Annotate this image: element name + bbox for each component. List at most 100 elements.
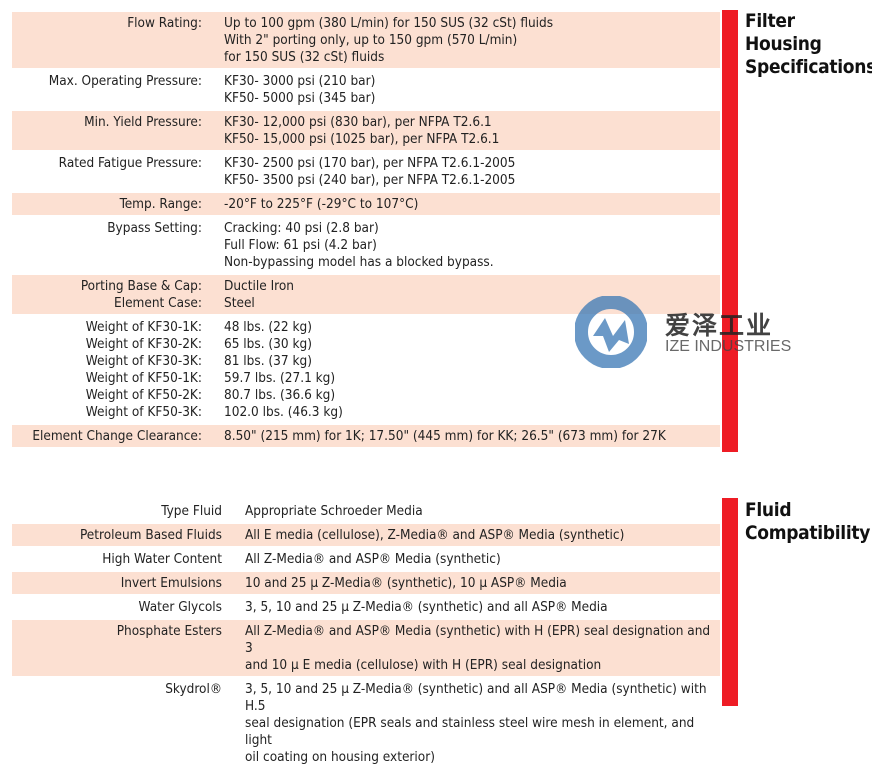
row-label: Temp. Range: [12,196,202,213]
row-value: Appropriate Schroeder Media [222,503,720,520]
row-value: All Z-Media® and ASP® Media (synthetic) … [222,623,720,674]
spec-row: Type Fluid Appropriate Schroeder Media [12,500,720,522]
spec-row: High Water Content All Z-Media® and ASP® … [12,548,720,570]
label-line: Weight of KF30-3K: [85,353,202,369]
row-value: 3, 5, 10 and 25 µ Z-Media® (synthetic) a… [222,599,720,616]
label-line: Temp. Range: [119,196,202,212]
row-value: -20°F to 225°F (-29°C to 107°C) [202,196,720,213]
value-line: seal designation (EPR seals and stainles… [245,715,695,748]
value-line: Up to 100 gpm (380 L/min) for 150 SUS (3… [224,15,554,31]
value-line: 8.50" (215 mm) for 1K; 17.50" (445 mm) f… [224,428,666,444]
watermark-en: IZE INDUSTRIES [665,338,792,355]
row-label: Max. Operating Pressure: [12,73,202,107]
label-line: Weight of KF50-1K: [85,370,202,386]
spec-row: Weight of KF30-1K: Weight of KF30-2K: Weig… [12,316,720,423]
spec-row: Min. Yield Pressure: KF30- 12,000 psi (83… [12,111,720,150]
title-line: Housing [745,33,822,55]
value-line: 65 lbs. (30 kg) [224,336,312,352]
spec-row: Flow Rating: Up to 100 gpm (380 L/min) fo… [12,12,720,68]
value-line: 81 lbs. (37 kg) [224,353,312,369]
row-value: 48 lbs. (22 kg) 65 lbs. (30 kg) 81 lbs. (3… [202,319,720,421]
label-line: Water Glycols [138,599,222,615]
spec-row: Temp. Range: -20°F to 225°F (-29°C to 107… [12,193,720,215]
value-line: Non-bypassing model has a blocked bypass… [224,254,494,270]
accent-bar [722,498,738,706]
label-line: Rated Fatigue Pressure: [58,155,202,171]
label-line: Element Case: [114,295,202,311]
row-value: 10 and 25 µ Z-Media® (synthetic), 10 µ A… [222,575,720,592]
title-line: Compatibility [745,522,871,544]
value-line: 48 lbs. (22 kg) [224,319,312,335]
value-line: KF30- 2500 psi (170 bar), per NFPA T2.6.… [224,155,516,171]
row-label: Phosphate Esters [12,623,222,674]
value-line: for 150 SUS (32 cSt) fluids [224,49,385,65]
label-line: Min. Yield Pressure: [84,114,202,130]
value-line: KF30- 12,000 psi (830 bar), per NFPA T2.… [224,114,492,130]
row-label: Porting Base & Cap: Element Case: [12,278,202,312]
fluid-compatibility-table: Type Fluid Appropriate Schroeder Media Pet… [12,500,720,770]
value-line: KF30- 3000 psi (210 bar) [224,73,376,89]
value-line: Full Flow: 61 psi (4.2 bar) [224,237,377,253]
accent-bar [722,10,738,452]
label-line: Invert Emulsions [120,575,222,591]
value-line: Cracking: 40 psi (2.8 bar) [224,220,379,236]
row-value: KF30- 2500 psi (170 bar), per NFPA T2.6.… [202,155,720,189]
value-line: With 2" porting only, up to 150 gpm (570… [224,32,518,48]
value-line: KF50- 15,000 psi (1025 bar), per NFPA T2… [224,131,500,147]
spec-row: Bypass Setting: Cracking: 40 psi (2.8 bar… [12,217,720,273]
spec-row: Phosphate Esters All Z-Media® and ASP® Me… [12,620,720,676]
value-line: All E media (cellulose), Z-Media® and AS… [245,527,625,543]
row-value: Up to 100 gpm (380 L/min) for 150 SUS (3… [202,15,720,66]
spec-row: Porting Base & Cap: Element Case: Ductile … [12,275,720,314]
filter-housing-spec-table: Flow Rating: Up to 100 gpm (380 L/min) fo… [12,12,720,449]
label-line: High Water Content [102,551,222,567]
row-value: 3, 5, 10 and 25 µ Z-Media® (synthetic) a… [222,681,720,766]
row-label: Type Fluid [12,503,222,520]
row-label: Water Glycols [12,599,222,616]
watermark-cn: 爱泽工业 [665,311,774,340]
section-title-fluid-compatibility: Fluid Compatibility [745,499,870,545]
value-line: Steel [224,295,255,311]
row-label: Petroleum Based Fluids [12,527,222,544]
spec-row: Element Change Clearance: 8.50" (215 mm) … [12,425,720,447]
row-value: Cracking: 40 psi (2.8 bar) Full Flow: 61 … [202,220,720,271]
row-label: Bypass Setting: [12,220,202,271]
spec-row: Max. Operating Pressure: KF30- 3000 psi (… [12,70,720,109]
row-value: All E media (cellulose), Z-Media® and AS… [222,527,720,544]
label-line: Weight of KF50-3K: [85,404,202,420]
spec-row: Rated Fatigue Pressure: KF30- 2500 psi (1… [12,152,720,191]
label-line: Petroleum Based Fluids [79,527,222,543]
row-label: High Water Content [12,551,222,568]
row-label: Skydrol® [12,681,222,766]
spec-row: Skydrol® 3, 5, 10 and 25 µ Z-Media® (synt… [12,678,720,768]
label-line: Max. Operating Pressure: [48,73,202,89]
value-line: 80.7 lbs. (36.6 kg) [224,387,336,403]
title-line: Specifications [745,56,872,78]
label-line: Phosphate Esters [116,623,222,639]
value-line: oil coating on housing exterior) [245,749,435,765]
ize-logo-icon [575,296,647,368]
spec-row: Petroleum Based Fluids All E media (cellu… [12,524,720,546]
value-line: and 10 µ E media (cellulose) with H (EPR… [245,657,602,673]
value-line: All Z-Media® and ASP® Media (synthetic) [245,551,501,567]
row-label: Rated Fatigue Pressure: [12,155,202,189]
label-line: Bypass Setting: [107,220,202,236]
label-line: Type Fluid [161,503,222,519]
label-line: Porting Base & Cap: [80,278,202,294]
label-line: Skydrol® [165,681,222,697]
value-line: 3, 5, 10 and 25 µ Z-Media® (synthetic) a… [245,599,608,615]
value-line: Ductile Iron [224,278,294,294]
row-value: 8.50" (215 mm) for 1K; 17.50" (445 mm) f… [202,428,720,445]
label-line: Weight of KF50-2K: [85,387,202,403]
value-line: KF50- 5000 psi (345 bar) [224,90,376,106]
row-value: All Z-Media® and ASP® Media (synthetic) [222,551,720,568]
value-line: 102.0 lbs. (46.3 kg) [224,404,343,420]
label-line: Weight of KF30-2K: [85,336,202,352]
row-label: Invert Emulsions [12,575,222,592]
title-line: Fluid [745,499,792,521]
value-line: -20°F to 225°F (-29°C to 107°C) [224,196,419,212]
row-label: Min. Yield Pressure: [12,114,202,148]
spec-row: Invert Emulsions 10 and 25 µ Z-Media® (sy… [12,572,720,594]
value-line: 59.7 lbs. (27.1 kg) [224,370,336,386]
label-line: Element Change Clearance: [32,428,202,444]
